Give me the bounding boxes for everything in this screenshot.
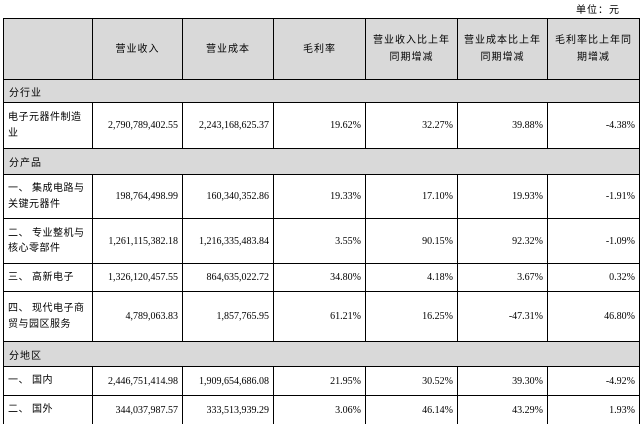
table-header-row: 营业收入 营业成本 毛利率 营业收入比上年同期增减 营业成本比上年同期增减 毛利… bbox=[3, 18, 640, 80]
value-cell: 864,635,022.72 bbox=[182, 263, 274, 292]
value-cell: -47.31% bbox=[457, 291, 548, 342]
value-cell: 16.25% bbox=[365, 291, 458, 342]
value-cell: 21.95% bbox=[273, 366, 366, 396]
value-cell: 19.62% bbox=[273, 102, 366, 149]
header-cell-revenue-yoy: 营业收入比上年同期增减 bbox=[365, 18, 458, 80]
section-label: 分地区 bbox=[3, 341, 640, 367]
value-cell: 19.93% bbox=[457, 174, 548, 219]
value-cell: 2,790,789,402.55 bbox=[92, 102, 183, 149]
table-row: 电子元器件制造业 2,790,789,402.55 2,243,168,625.37… bbox=[3, 102, 640, 149]
table-row: 一、 国内 2,446,751,414.98 1,909,654,686.08 21.… bbox=[3, 366, 640, 396]
value-cell: 1,261,115,382.18 bbox=[92, 218, 183, 264]
value-cell: 92.32% bbox=[457, 218, 548, 264]
table-row: 三、 高新电子 1,326,120,457.55 864,635,022.72 34.… bbox=[3, 263, 640, 292]
value-cell: 46.80% bbox=[547, 291, 640, 342]
section-row: 分行业 bbox=[3, 79, 640, 103]
value-cell: 1,326,120,457.55 bbox=[92, 263, 183, 292]
value-cell: 1.93% bbox=[547, 395, 640, 424]
value-cell: 1,909,654,686.08 bbox=[182, 366, 274, 396]
financial-table-body: 分行业 电子元器件制造业 2,790,789,402.55 2,243,168,625… bbox=[3, 79, 640, 424]
row-label: 二、 专业整机与核心零部件 bbox=[3, 218, 93, 264]
value-cell: 39.30% bbox=[457, 366, 548, 396]
table-row: 一、 集成电路与关键元器件 198,764,498.99 160,340,352.8… bbox=[3, 174, 640, 219]
value-cell: 0.32% bbox=[547, 263, 640, 292]
section-row: 分地区 bbox=[3, 341, 640, 367]
table-row: 四、 现代电子商贸与园区服务 4,789,063.83 1,857,765.95 61… bbox=[3, 291, 640, 342]
header-cell-cost: 营业成本 bbox=[182, 18, 274, 80]
value-cell: 61.21% bbox=[273, 291, 366, 342]
header-cell-empty bbox=[3, 18, 93, 80]
table-row: 二、 国外 344,037,987.57 333,513,939.29 3.06% 46… bbox=[3, 395, 640, 424]
header-cell-revenue: 营业收入 bbox=[92, 18, 183, 80]
row-label: 二、 国外 bbox=[3, 395, 93, 424]
row-label: 一、 国内 bbox=[3, 366, 93, 396]
value-cell: 344,037,987.57 bbox=[92, 395, 183, 424]
value-cell: 39.88% bbox=[457, 102, 548, 149]
value-cell: -1.91% bbox=[547, 174, 640, 219]
value-cell: 32.27% bbox=[365, 102, 458, 149]
value-cell: 1,216,335,483.84 bbox=[182, 218, 274, 264]
value-cell: 17.10% bbox=[365, 174, 458, 219]
value-cell: 46.14% bbox=[365, 395, 458, 424]
row-label: 电子元器件制造业 bbox=[3, 102, 93, 149]
header-cell-gross-margin: 毛利率 bbox=[273, 18, 366, 80]
value-cell: 333,513,939.29 bbox=[182, 395, 274, 424]
value-cell: 34.80% bbox=[273, 263, 366, 292]
value-cell: 4.18% bbox=[365, 263, 458, 292]
value-cell: 30.52% bbox=[365, 366, 458, 396]
row-label: 一、 集成电路与关键元器件 bbox=[3, 174, 93, 219]
value-cell: 3.55% bbox=[273, 218, 366, 264]
value-cell: 19.33% bbox=[273, 174, 366, 219]
row-label: 三、 高新电子 bbox=[3, 263, 93, 292]
row-label: 四、 现代电子商贸与园区服务 bbox=[3, 291, 93, 342]
value-cell: 2,243,168,625.37 bbox=[182, 102, 274, 149]
value-cell: -1.09% bbox=[547, 218, 640, 264]
value-cell: 3.67% bbox=[457, 263, 548, 292]
unit-label: 单位：元 bbox=[576, 5, 620, 16]
value-cell: 198,764,498.99 bbox=[92, 174, 183, 219]
value-cell: -4.92% bbox=[547, 366, 640, 396]
table-row: 二、 专业整机与核心零部件 1,261,115,382.18 1,216,335,4… bbox=[3, 218, 640, 264]
value-cell: 1,857,765.95 bbox=[182, 291, 274, 342]
section-label: 分行业 bbox=[3, 79, 640, 103]
value-cell: 4,789,063.83 bbox=[92, 291, 183, 342]
value-cell: 160,340,352.86 bbox=[182, 174, 274, 219]
financial-segment-table: 营业收入 营业成本 毛利率 营业收入比上年同期增减 营业成本比上年同期增减 毛利… bbox=[3, 18, 640, 424]
value-cell: -4.38% bbox=[547, 102, 640, 149]
section-label: 分产品 bbox=[3, 148, 640, 175]
value-cell: 90.15% bbox=[365, 218, 458, 264]
header-cell-gross-margin-yoy: 毛利率比上年同期增减 bbox=[547, 18, 640, 80]
value-cell: 3.06% bbox=[273, 395, 366, 424]
section-row: 分产品 bbox=[3, 148, 640, 175]
value-cell: 2,446,751,414.98 bbox=[92, 366, 183, 396]
header-cell-cost-yoy: 营业成本比上年同期增减 bbox=[457, 18, 548, 80]
value-cell: 43.29% bbox=[457, 395, 548, 424]
